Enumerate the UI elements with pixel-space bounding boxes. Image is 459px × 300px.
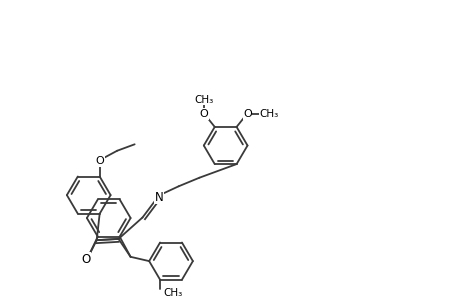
Text: O: O	[95, 157, 104, 166]
Text: O: O	[81, 253, 90, 266]
Text: CH₃: CH₃	[259, 109, 278, 119]
Text: O: O	[243, 109, 252, 119]
Text: CH₃: CH₃	[162, 289, 182, 298]
Text: CH₃: CH₃	[194, 95, 213, 105]
Text: N: N	[154, 190, 163, 203]
Text: O: O	[199, 109, 208, 119]
